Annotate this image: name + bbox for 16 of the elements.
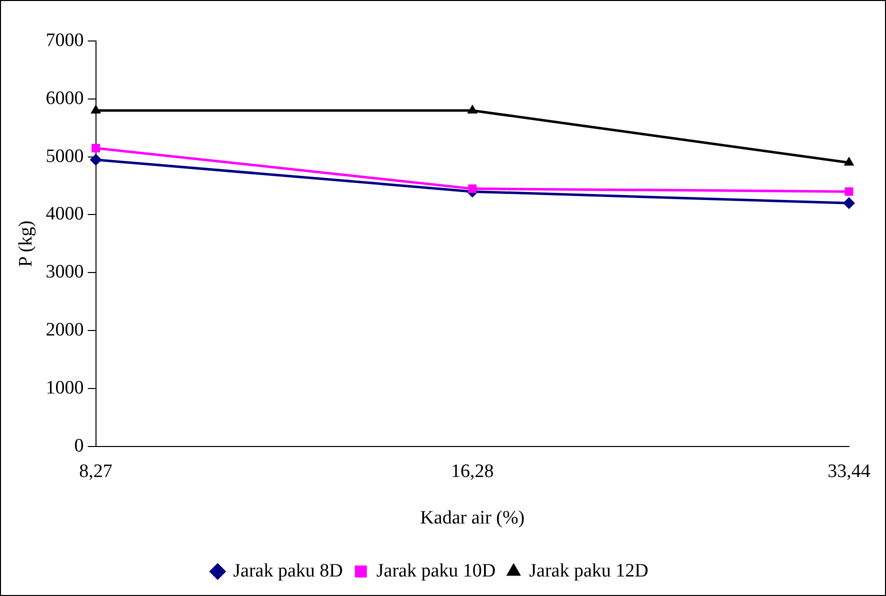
- y-tick-label: 5000: [46, 146, 84, 167]
- y-tick-label: 2000: [46, 320, 84, 341]
- legend-label: Jarak paku 12D: [529, 560, 648, 582]
- legend-label: Jarak paku 10D: [376, 560, 496, 582]
- y-tick-label: 7000: [46, 30, 84, 51]
- legend-label: Jarak paku 8D: [233, 560, 343, 582]
- y-tick-label: 1000: [46, 377, 84, 398]
- y-axis-title: P (kg): [15, 220, 36, 267]
- y-tick-label: 0: [74, 435, 84, 456]
- x-tick-label: 16,28: [451, 460, 494, 482]
- x-tick-label: 8,27: [79, 460, 112, 482]
- x-axis-title: Kadar air (%): [420, 508, 525, 529]
- x-tick-label: 33,44: [828, 460, 871, 482]
- y-tick-label: 4000: [46, 204, 84, 225]
- y-tick-label: 3000: [46, 262, 84, 283]
- y-tick-label: 6000: [46, 88, 84, 109]
